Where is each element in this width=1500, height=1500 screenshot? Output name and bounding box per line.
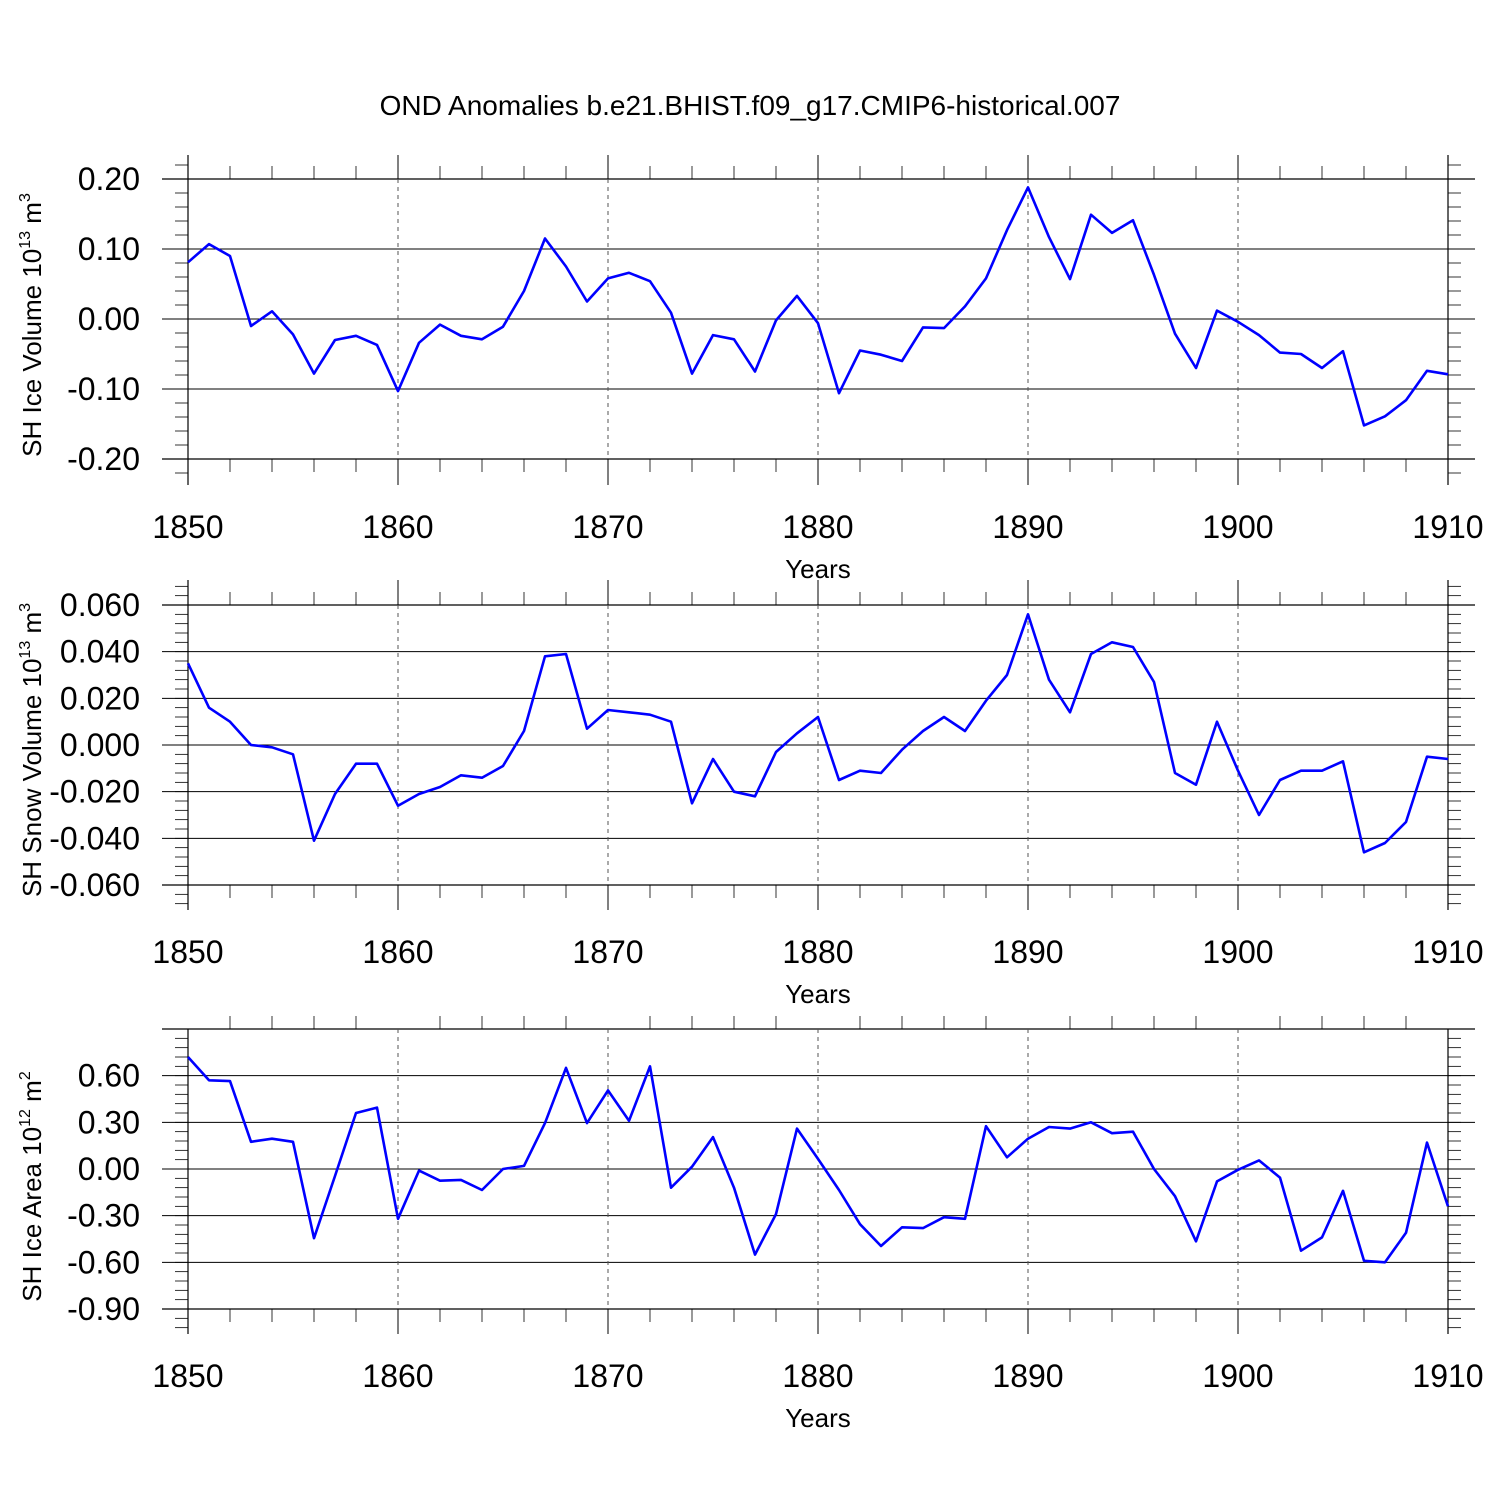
x-tick-label: 1880 xyxy=(782,509,853,545)
y-tick-label: 0.10 xyxy=(78,231,140,267)
x-tick-label: 1870 xyxy=(572,1358,643,1394)
x-tick-label: 1890 xyxy=(992,934,1063,970)
x-axis-label: Years xyxy=(785,1403,851,1433)
x-tick-label: 1890 xyxy=(992,509,1063,545)
y-tick-label: 0.060 xyxy=(60,587,140,623)
x-axis-label: Years xyxy=(785,554,851,584)
y-tick-label: -0.020 xyxy=(49,774,140,810)
panel-2: -0.060 -0.040 -0.020 0.000 0.020 0.040 0.060 18… xyxy=(17,580,1484,1009)
y-tick-label: -0.10 xyxy=(67,371,140,407)
x-tick-label: 1910 xyxy=(1412,1358,1483,1394)
x-tick-label: 1900 xyxy=(1202,1358,1273,1394)
x-tick-label: 1850 xyxy=(152,1358,223,1394)
panel-1: -0.20 -0.10 0.00 0.10 0.20 1850 1860 1870 1880 18… xyxy=(17,155,1484,584)
y-tick-label: 0.00 xyxy=(78,301,140,337)
x-tick-label: 1900 xyxy=(1202,934,1273,970)
series-line xyxy=(186,612,1449,854)
x-tick-label: 1890 xyxy=(992,1358,1063,1394)
x-tick-label: 1850 xyxy=(152,509,223,545)
y-tick-label: 0.20 xyxy=(78,161,140,197)
y-tick-label: 0.040 xyxy=(60,634,140,670)
y-axis-label: SH Ice Area 1012 m2 xyxy=(17,1071,47,1302)
y-tick-label: 0.30 xyxy=(78,1104,140,1140)
y-tick-label: 0.000 xyxy=(60,727,140,763)
y-tick-label: -0.20 xyxy=(67,441,140,477)
series-line xyxy=(187,1056,1450,1264)
x-tick-label: 1880 xyxy=(782,934,853,970)
chart-title: OND Anomalies b.e21.BHIST.f09_g17.CMIP6-… xyxy=(380,90,1121,121)
series-line xyxy=(187,186,1449,427)
x-tick-label: 1910 xyxy=(1412,934,1483,970)
y-tick-label: 0.00 xyxy=(78,1151,140,1187)
x-tick-label: 1870 xyxy=(572,934,643,970)
x-tick-label: 1900 xyxy=(1202,509,1273,545)
y-tick-label: 0.60 xyxy=(78,1058,140,1094)
x-tick-label: 1850 xyxy=(152,934,223,970)
y-tick-label: -0.30 xyxy=(67,1198,140,1234)
x-tick-label: 1870 xyxy=(572,509,643,545)
x-tick-label: 1860 xyxy=(362,509,433,545)
x-tick-label: 1880 xyxy=(782,1358,853,1394)
y-axis-label: SH Ice Volume 1013 m3 xyxy=(17,193,47,457)
x-tick-label: 1860 xyxy=(362,1358,433,1394)
y-tick-label: -0.060 xyxy=(49,867,140,903)
panels: -0.20 -0.10 0.00 0.10 0.20 1850 1860 1870 1880 18… xyxy=(17,155,1484,1433)
x-tick-label: 1860 xyxy=(362,934,433,970)
panel-3: -0.90 -0.60 -0.30 0.00 0.30 0.60 1850 1860 1870 1… xyxy=(17,1016,1484,1433)
x-axis-label: Years xyxy=(785,979,851,1009)
y-tick-label: -0.60 xyxy=(67,1244,140,1280)
y-axis-label: SH Snow Volume 1013 m3 xyxy=(17,603,47,897)
x-tick-label: 1910 xyxy=(1412,509,1483,545)
y-tick-label: 0.020 xyxy=(60,680,140,716)
y-tick-label: -0.90 xyxy=(67,1291,140,1327)
y-tick-label: -0.040 xyxy=(49,820,140,856)
